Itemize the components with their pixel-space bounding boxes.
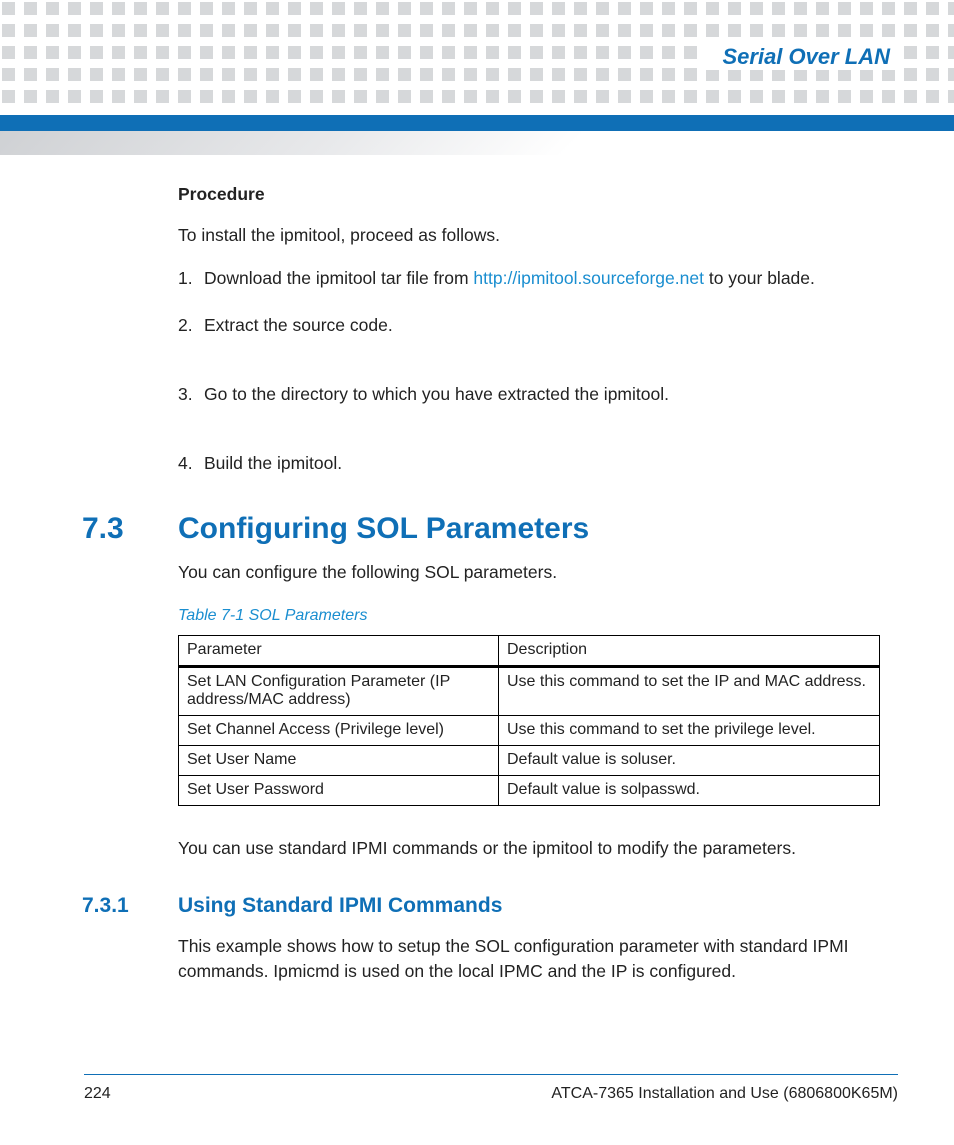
procedure-step: 3.Go to the directory to which you have …: [178, 384, 890, 405]
subsection-title: Using Standard IPMI Commands: [178, 894, 502, 918]
step-text-pre: Build the ipmitool.: [204, 453, 342, 473]
cell-description: Use this command to set the privilege le…: [499, 716, 880, 746]
cell-parameter: Set Channel Access (Privilege level): [179, 716, 499, 746]
section-outro: You can use standard IPMI commands or th…: [178, 836, 890, 861]
procedure-steps: 1.Download the ipmitool tar file from ht…: [178, 268, 890, 474]
step-text: Build the ipmitool.: [204, 453, 890, 474]
decorative-dot-row: [0, 2, 954, 15]
step-number: 3.: [178, 384, 204, 405]
page-footer: 224 ATCA-7365 Installation and Use (6806…: [84, 1074, 898, 1103]
table-caption: Table 7-1 SOL Parameters: [178, 607, 890, 625]
cell-parameter: Set LAN Configuration Parameter (IP addr…: [179, 667, 499, 716]
procedure-intro: To install the ipmitool, proceed as foll…: [178, 225, 890, 246]
section-number: 7.3: [82, 512, 178, 546]
sol-parameters-table: Parameter Description Set LAN Configurat…: [178, 635, 880, 806]
page-content: Procedure To install the ipmitool, proce…: [178, 184, 890, 1007]
doc-id: ATCA-7365 Installation and Use (6806800K…: [551, 1085, 898, 1103]
cell-parameter: Set User Password: [179, 776, 499, 806]
page-header-title: Serial Over LAN: [698, 44, 898, 70]
procedure-step: 1.Download the ipmitool tar file from ht…: [178, 268, 890, 289]
step-text-post: to your blade.: [704, 268, 815, 288]
table-header-parameter: Parameter: [179, 636, 499, 667]
subsection-body: This example shows how to setup the SOL …: [178, 934, 890, 985]
procedure-step: 4.Build the ipmitool.: [178, 453, 890, 474]
table-row: Set LAN Configuration Parameter (IP addr…: [179, 667, 880, 716]
table-row: Set User PasswordDefault value is solpas…: [179, 776, 880, 806]
header-blue-bar: [0, 115, 954, 131]
cell-description: Default value is soluser.: [499, 746, 880, 776]
cell-parameter: Set User Name: [179, 746, 499, 776]
step-text-pre: Download the ipmitool tar file from: [204, 268, 473, 288]
table-row: Set User NameDefault value is soluser.: [179, 746, 880, 776]
table-header-description: Description: [499, 636, 880, 667]
step-link[interactable]: http://ipmitool.sourceforge.net: [473, 268, 704, 288]
section-title: Configuring SOL Parameters: [178, 512, 589, 546]
procedure-step: 2.Extract the source code.: [178, 315, 890, 336]
cell-description: Use this command to set the IP and MAC a…: [499, 667, 880, 716]
page-number: 224: [84, 1085, 111, 1103]
step-text: Go to the directory to which you have ex…: [204, 384, 890, 405]
step-text-pre: Go to the directory to which you have ex…: [204, 384, 669, 404]
step-number: 1.: [178, 268, 204, 289]
step-number: 2.: [178, 315, 204, 336]
decorative-dot-row: [0, 90, 954, 103]
header-gray-wedge: [0, 131, 954, 155]
decorative-dot-row: [0, 24, 954, 37]
subsection-number: 7.3.1: [82, 894, 178, 918]
cell-description: Default value is solpasswd.: [499, 776, 880, 806]
step-number: 4.: [178, 453, 204, 474]
step-text: Extract the source code.: [204, 315, 890, 336]
section-intro: You can configure the following SOL para…: [178, 560, 890, 585]
step-text-pre: Extract the source code.: [204, 315, 393, 335]
procedure-heading: Procedure: [178, 184, 890, 205]
step-text: Download the ipmitool tar file from http…: [204, 268, 890, 289]
table-row: Set Channel Access (Privilege level)Use …: [179, 716, 880, 746]
